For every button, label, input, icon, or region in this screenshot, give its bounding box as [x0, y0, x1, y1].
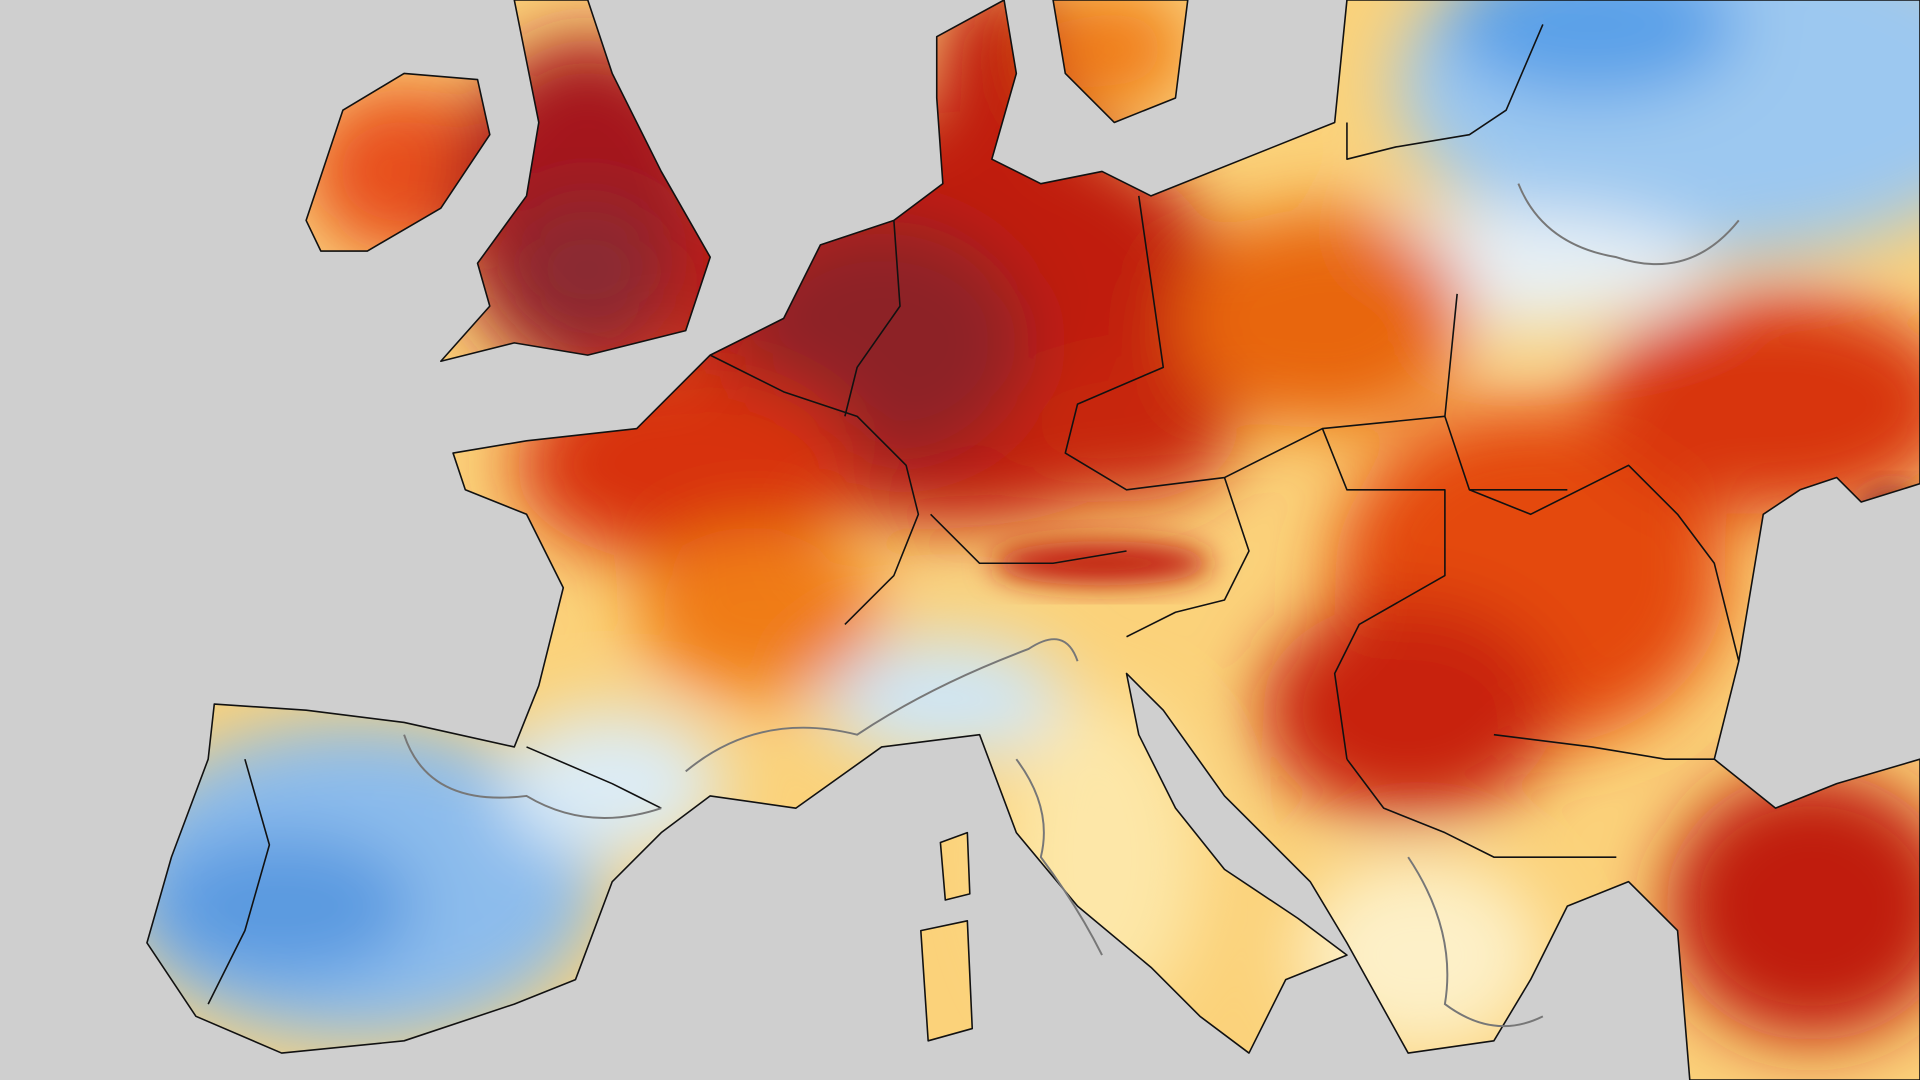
country-borders: [207, 24, 1740, 1005]
zero-contours: [403, 183, 1740, 1028]
